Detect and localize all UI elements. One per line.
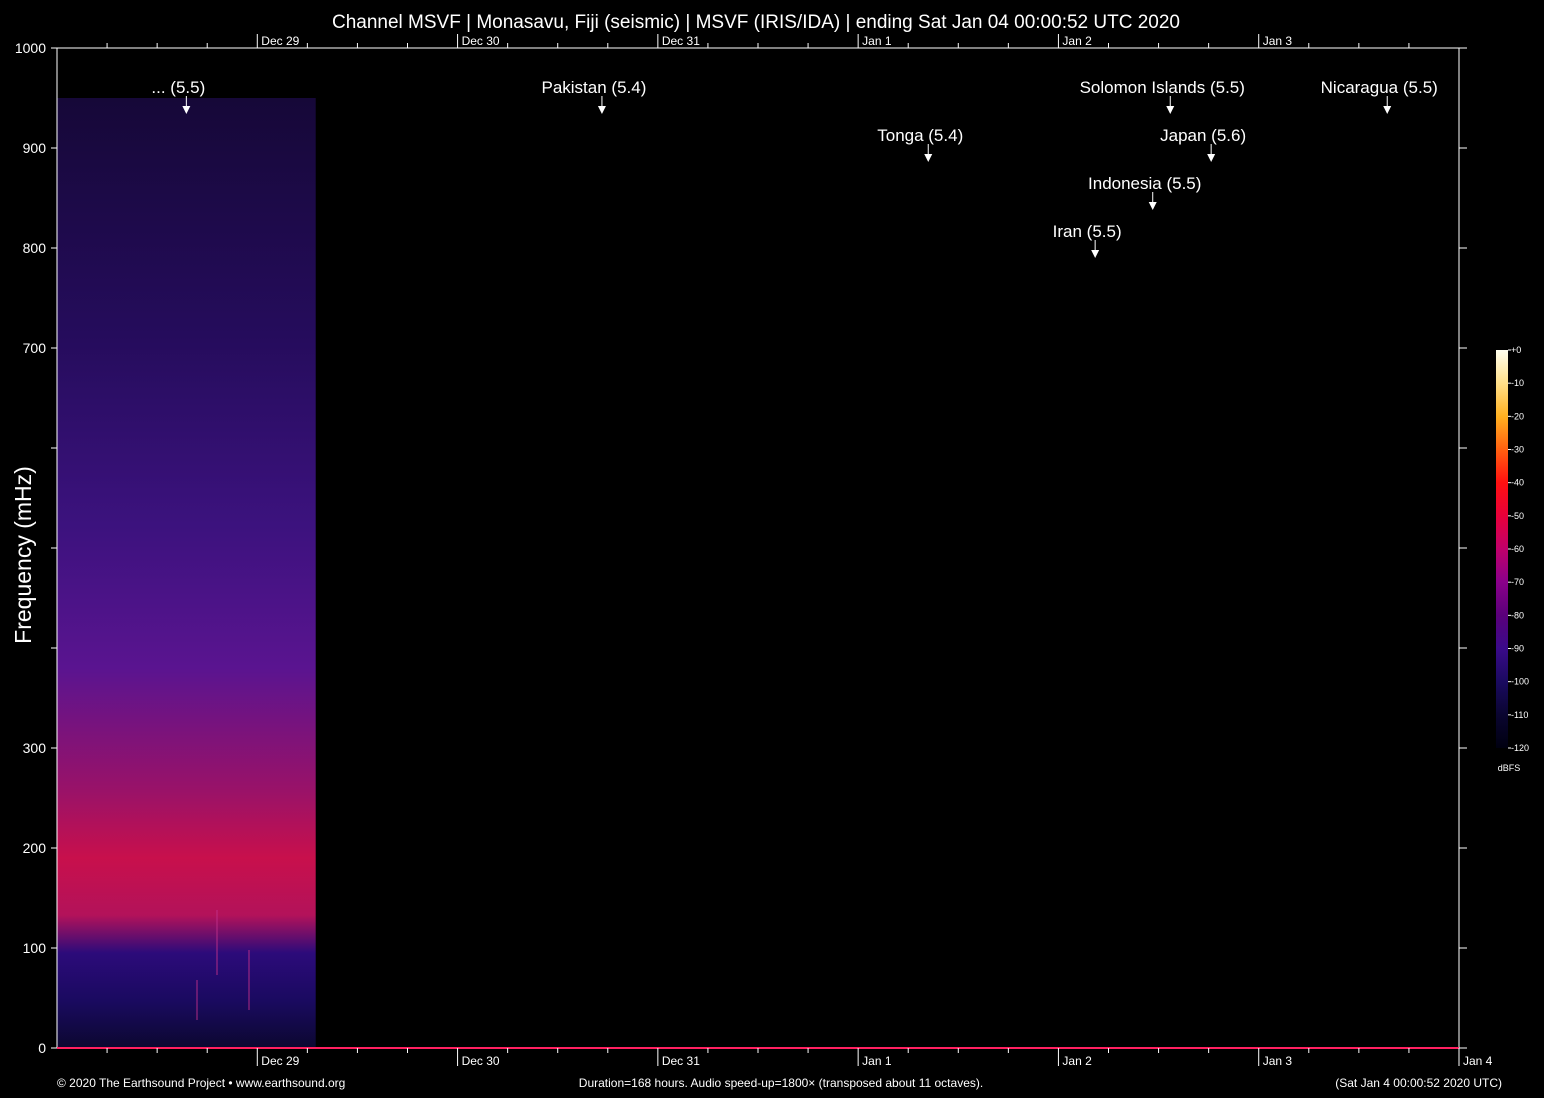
x-day-label-top: Dec 31 <box>662 34 700 48</box>
x-day-label-top: Jan 1 <box>862 34 892 48</box>
y-tick-label: 800 <box>23 240 47 256</box>
footer-left: © 2020 The Earthsound Project • www.eart… <box>57 1076 345 1090</box>
colorbar-tick-label: -50 <box>1511 511 1524 521</box>
event-arrow-head <box>1148 202 1157 210</box>
x-day-label-top: Dec 30 <box>462 34 500 48</box>
y-axis-label: Frequency (mHz) <box>10 466 36 644</box>
colorbar-tick-label: -110 <box>1511 710 1528 720</box>
event-arrow-head <box>1383 106 1392 114</box>
event-label: ... (5.5) <box>151 78 205 97</box>
colorbar-tick-label: -70 <box>1511 577 1524 587</box>
colorbar-tick-label: -10 <box>1511 378 1524 388</box>
event-label: Tonga (5.4) <box>877 126 963 145</box>
chart-title: Channel MSVF | Monasavu, Fiji (seismic) … <box>332 12 1180 33</box>
y-tick-label: 700 <box>23 340 47 356</box>
y-tick-label: 1000 <box>15 40 46 56</box>
x-day-label: Dec 29 <box>261 1054 299 1068</box>
event-marker: Tonga (5.4) <box>877 126 963 162</box>
event-arrow-head <box>597 106 606 114</box>
footer-center: Duration=168 hours. Audio speed-up=1800×… <box>579 1076 983 1090</box>
colorbar-unit: dBFS <box>1498 763 1521 773</box>
colorbar-tick-label: -80 <box>1511 610 1524 620</box>
x-day-label: Dec 30 <box>462 1054 500 1068</box>
colorbar-tick-label: -30 <box>1511 445 1524 455</box>
event-arrow-head <box>182 106 191 114</box>
colorbar-tick-label: -40 <box>1511 478 1524 488</box>
event-label: Pakistan (5.4) <box>541 78 646 97</box>
colorbar-tick-label: -120 <box>1511 743 1529 753</box>
event-label: Japan (5.6) <box>1160 126 1246 145</box>
y-tick-label: 100 <box>23 940 47 956</box>
colorbar: +0 -10 -20 -30 -40 -50 -60 -70 -80 -90 -100 -110 -12… <box>1496 345 1529 773</box>
event-label: Indonesia (5.5) <box>1088 174 1201 193</box>
x-day-label: Jan 1 <box>862 1054 892 1068</box>
x-day-label-top: Dec 29 <box>261 34 299 48</box>
x-day-label: Jan 4 <box>1463 1054 1493 1068</box>
colorbar-tick-label: +0 <box>1511 345 1521 355</box>
colorbar-tick-label: -100 <box>1511 677 1529 687</box>
x-day-label-top: Jan 2 <box>1062 34 1092 48</box>
event-label: Nicaragua (5.5) <box>1321 78 1438 97</box>
event-marker: Japan (5.6) <box>1160 126 1246 162</box>
colorbar-tick-label: -60 <box>1511 544 1524 554</box>
event-label: Solomon Islands (5.5) <box>1080 78 1245 97</box>
event-marker: Pakistan (5.4) <box>541 78 646 114</box>
x-day-label: Dec 31 <box>662 1054 700 1068</box>
colorbar-tick-label: -90 <box>1511 644 1524 654</box>
x-day-label: Jan 3 <box>1263 1054 1293 1068</box>
y-tick-label: 0 <box>38 1040 46 1056</box>
colorbar-gradient <box>1496 350 1508 748</box>
colorbar-tick-label: -20 <box>1511 411 1524 421</box>
event-marker: Indonesia (5.5) <box>1088 174 1201 210</box>
spectrogram-data <box>57 98 316 1048</box>
plot-area: 0 100 200 300 700 800 900 1000 Dec 29 Dec 30 Dec 3… <box>15 34 1493 1068</box>
event-marker: Solomon Islands (5.5) <box>1080 78 1245 114</box>
event-marker: Nicaragua (5.5) <box>1321 78 1438 114</box>
y-tick-label: 200 <box>23 840 47 856</box>
event-label: Iran (5.5) <box>1053 222 1122 241</box>
event-marker: Iran (5.5) <box>1053 222 1122 258</box>
footer-right: (Sat Jan 4 00:00:52 2020 UTC) <box>1335 1076 1502 1090</box>
x-day-label-top: Jan 3 <box>1263 34 1293 48</box>
event-arrow-head <box>1091 250 1100 258</box>
event-arrow-head <box>924 154 933 162</box>
event-arrow-head <box>1207 154 1216 162</box>
event-marker: ... (5.5) <box>151 78 205 114</box>
event-arrow-head <box>1166 106 1175 114</box>
y-tick-label: 900 <box>23 140 47 156</box>
y-tick-label: 300 <box>23 740 47 756</box>
x-day-label: Jan 2 <box>1062 1054 1092 1068</box>
